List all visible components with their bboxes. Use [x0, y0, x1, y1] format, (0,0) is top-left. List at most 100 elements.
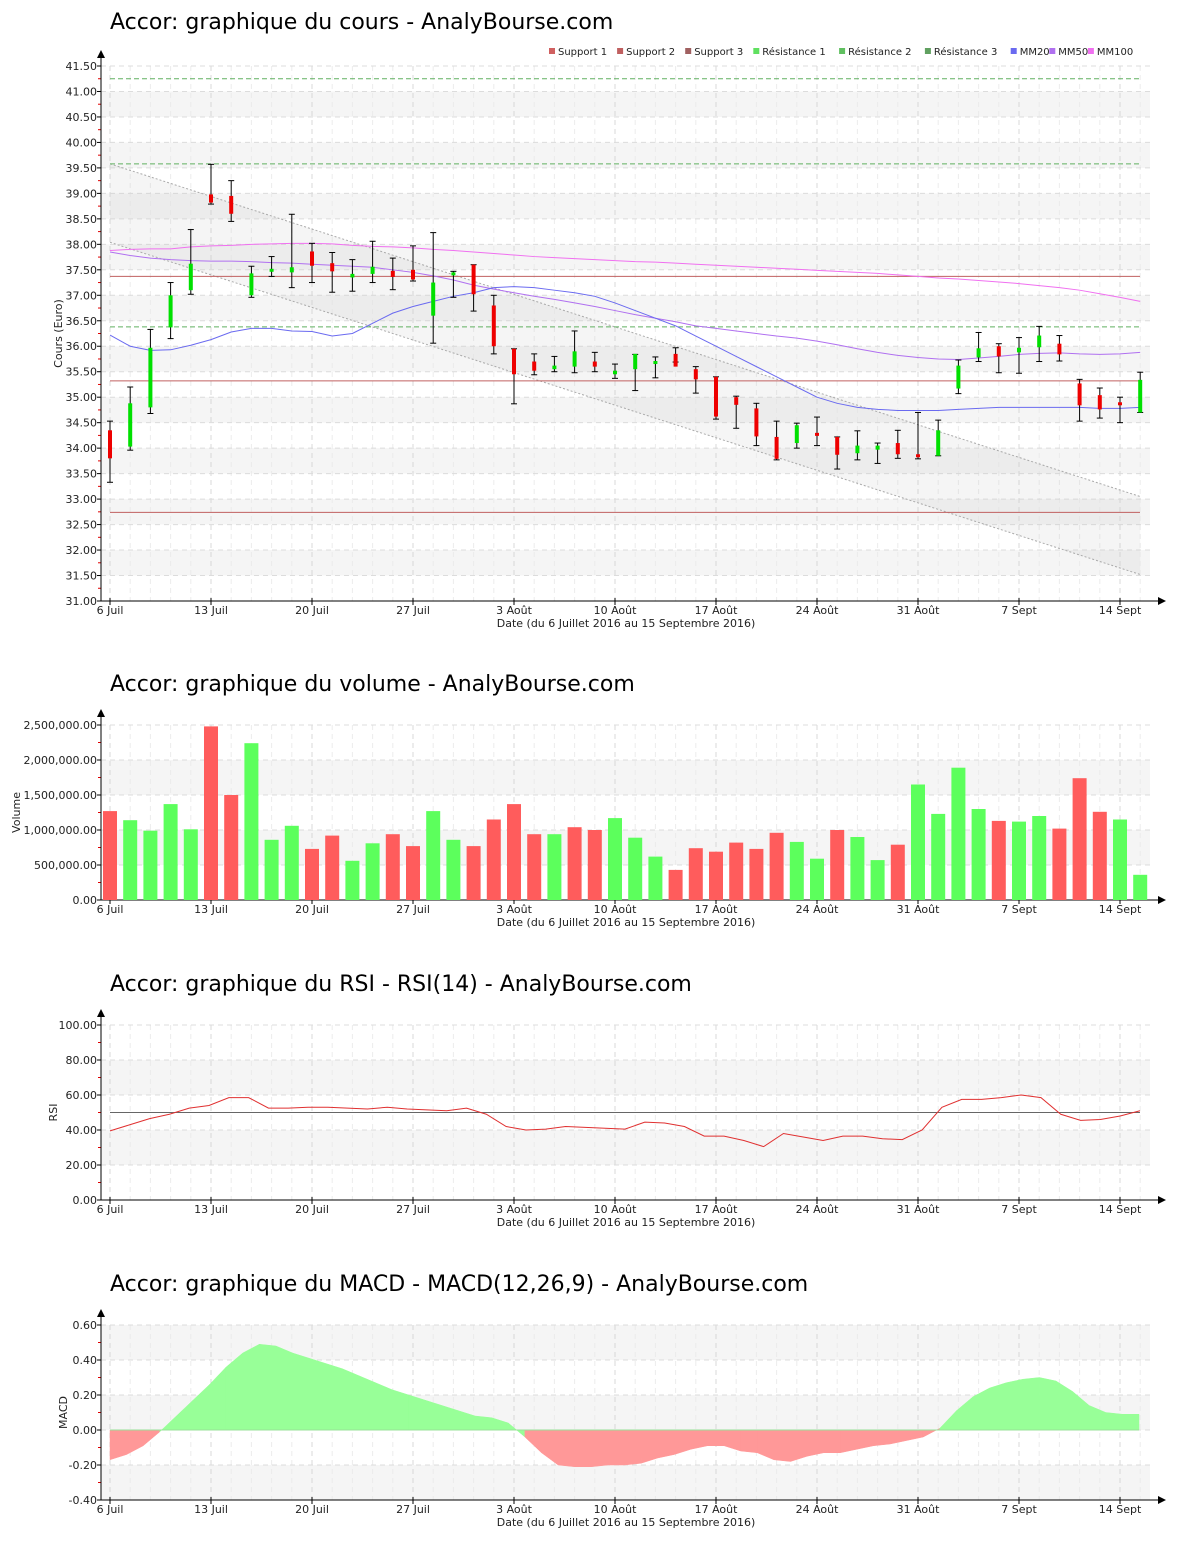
macd-negative-area	[773, 1429, 791, 1462]
volume-bar	[729, 842, 744, 900]
x-tick-label: 7 Sept	[1001, 1203, 1037, 1216]
x-tick-label: 3 Août	[496, 903, 533, 916]
mm20-line	[109, 286, 1141, 411]
x-tick-label: 14 Sept	[1099, 604, 1142, 617]
x-tick-label: 13 Juil	[194, 903, 228, 916]
rsi-chart-title: Accor: graphique du RSI - RSI(14) - Anal…	[110, 972, 692, 997]
macd-negative-area	[790, 1429, 808, 1462]
x-tick-label: 13 Juil	[194, 1503, 228, 1516]
candle-body	[734, 397, 739, 405]
legend-swatch	[839, 48, 846, 54]
macd-positive-area	[1039, 1377, 1057, 1431]
macd-positive-area	[192, 1383, 210, 1431]
candle-body	[956, 365, 961, 389]
volume-bar	[224, 795, 239, 900]
candle-body	[330, 263, 335, 272]
grid-band	[101, 1130, 1150, 1165]
candle-body	[1057, 343, 1062, 355]
y-tick-label: 33.00	[66, 493, 98, 506]
y-tick-label: 40.00	[66, 136, 98, 149]
x-axis-title: Date (du 6 Juillet 2016 au 15 Septembre …	[497, 1216, 756, 1229]
candle-body	[1017, 347, 1021, 353]
macd-negative-area	[126, 1429, 144, 1455]
x-tick-label: 17 Août	[695, 903, 739, 916]
candle-body	[693, 369, 698, 380]
candle-body	[532, 361, 537, 371]
macd-chart-title: Accor: graphique du MACD - MACD(12,26,9)…	[110, 1272, 809, 1297]
y-tick-label: 39.50	[66, 162, 98, 175]
y-axis-arrow-icon	[97, 1309, 105, 1317]
candle-body	[148, 347, 153, 408]
y-tick-label: 2,500,000.00	[24, 719, 97, 732]
x-tick-label: 6 Juil	[97, 1203, 124, 1216]
y-tick-label: 0.40	[73, 1354, 98, 1367]
macd-positive-area	[275, 1345, 293, 1431]
volume-bar	[587, 830, 602, 900]
volume-bar	[668, 869, 683, 900]
macd-negative-area	[889, 1429, 907, 1445]
x-tick-label: 7 Sept	[1001, 1503, 1037, 1516]
candle-body	[209, 194, 213, 203]
candle-body	[673, 353, 678, 367]
candle-body	[835, 436, 840, 455]
volume-bar	[345, 860, 360, 900]
x-tick-label: 14 Sept	[1099, 1203, 1142, 1216]
x-axis-arrow-icon	[1158, 896, 1166, 904]
x-tick-label: 27 Juil	[396, 903, 430, 916]
x-tick-label: 17 Août	[695, 1503, 739, 1516]
volume-bar	[446, 839, 461, 900]
volume-bar	[870, 860, 885, 900]
volume-bar	[749, 848, 764, 900]
candle-body	[512, 348, 516, 375]
x-tick-label: 31 Août	[897, 903, 941, 916]
candle-body	[128, 403, 133, 447]
grid-band	[101, 499, 1150, 525]
y-tick-label: 1,000,000.00	[24, 824, 97, 837]
x-tick-label: 3 Août	[496, 604, 533, 617]
volume-plot: 0.00 500,000.00 1,000,000.00 1,500,000.00 2,…	[10, 709, 1166, 929]
candle-body	[572, 351, 577, 367]
legend-swatch	[924, 48, 931, 54]
x-tick-label: 6 Juil	[97, 1503, 124, 1516]
candle-body	[552, 365, 557, 370]
macd-positive-area	[375, 1382, 393, 1431]
candle-body	[855, 445, 860, 454]
x-tick-label: 17 Août	[695, 1203, 739, 1216]
y-tick-label: 38.00	[66, 238, 98, 251]
grid-band	[101, 193, 1150, 219]
volume-bar	[123, 820, 138, 900]
volume-bar	[284, 825, 299, 900]
x-tick-label: 27 Juil	[396, 1503, 430, 1516]
macd-negative-area	[690, 1429, 708, 1450]
grid-band	[101, 448, 1150, 474]
x-tick-label: 14 Sept	[1099, 1503, 1142, 1516]
volume-bar	[1113, 819, 1127, 900]
macd-positive-area	[425, 1399, 443, 1431]
volume-bar	[1032, 816, 1047, 900]
candle-body	[613, 370, 617, 375]
legend-label: MM100	[1097, 47, 1133, 58]
y-tick-label: 32.00	[66, 544, 98, 557]
macd-negative-area	[624, 1429, 642, 1466]
x-tick-label: 6 Juil	[97, 903, 124, 916]
legend-label: Support 2	[626, 47, 675, 58]
x-tick-label: 24 Août	[796, 1503, 840, 1516]
x-tick-label: 24 Août	[796, 1203, 840, 1216]
y-tick-label: 100.00	[59, 1019, 98, 1032]
y-axis-arrow-icon	[97, 50, 105, 58]
x-tick-label: 20 Juil	[295, 1503, 329, 1516]
rsi-line	[109, 1094, 1141, 1148]
y-tick-label: 32.50	[66, 519, 98, 532]
x-tick-label: 14 Sept	[1099, 903, 1142, 916]
y-axis-title: Cours (Euro)	[52, 299, 65, 368]
volume-chart: Accor: graphique du volume - AnalyBourse…	[0, 660, 1200, 940]
macd-negative-area	[906, 1429, 924, 1441]
x-tick-label: 7 Sept	[1001, 604, 1037, 617]
volume-bar	[648, 856, 663, 900]
y-axis-title: Volume	[10, 792, 23, 833]
x-tick-label: 17 Août	[695, 604, 739, 617]
y-tick-label: 34.00	[66, 442, 98, 455]
volume-bar	[971, 809, 986, 900]
price-chart: Accor: graphique du cours - AnalyBourse.…	[0, 0, 1200, 640]
volume-bar	[709, 851, 723, 900]
